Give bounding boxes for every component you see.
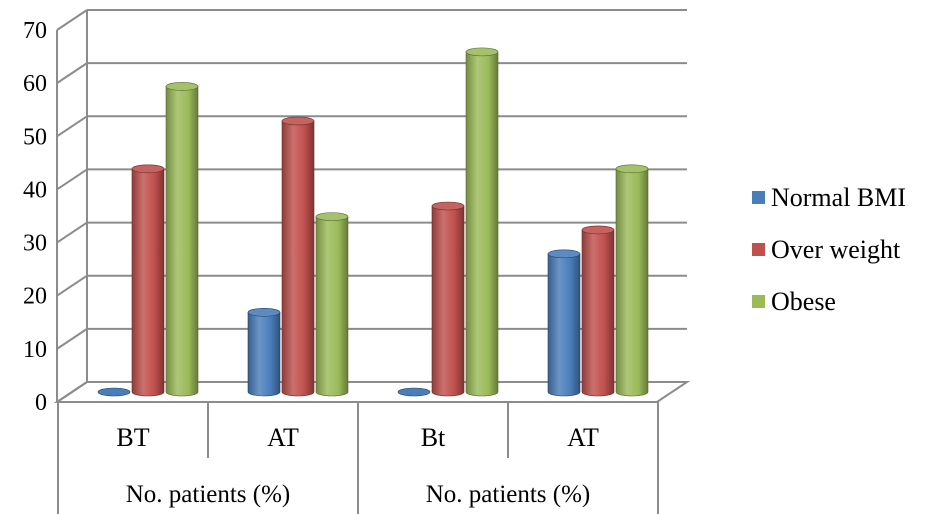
y-tick-label: 50 <box>23 124 47 150</box>
legend-swatch <box>752 243 765 256</box>
y-tick-label: 10 <box>23 337 47 363</box>
x-group-label: No. patients (%) <box>126 481 291 508</box>
bars <box>97 47 649 397</box>
gridline-side <box>56 381 88 403</box>
bar-over-weight <box>431 201 465 397</box>
y-tick-label: 70 <box>23 18 47 44</box>
gridline-side <box>56 221 88 244</box>
legend-label: Obese <box>771 287 836 316</box>
x-tick-label: BT <box>116 423 149 452</box>
legend-swatch <box>752 295 765 308</box>
gridline-side <box>56 274 88 297</box>
gridline-side <box>56 115 88 138</box>
bar-obese <box>615 164 649 397</box>
x-axis: BT AT Bt AT No. patients (%) No. patients (%) <box>57 402 659 514</box>
x-group-label: No. patients (%) <box>426 481 591 508</box>
bar-over-weight <box>131 164 165 397</box>
bar-obese <box>315 212 349 397</box>
gridline-side <box>56 9 88 31</box>
y-tick-label: 60 <box>23 71 47 97</box>
x-tick-label: AT <box>267 423 299 452</box>
legend-label: Over weight <box>771 235 901 264</box>
x-tick-label: AT <box>567 423 599 452</box>
gridline-side <box>56 62 88 84</box>
y-tick-label: 30 <box>23 231 47 257</box>
bar-over-weight <box>581 225 615 397</box>
bar-obese <box>465 47 499 397</box>
bar-over-weight <box>281 116 315 397</box>
bar-normal-bmi <box>97 387 131 397</box>
legend-label: Normal BMI <box>771 183 906 212</box>
bar-normal-bmi <box>397 387 431 397</box>
y-tick-label: 20 <box>23 284 47 310</box>
bar-normal-bmi <box>547 249 581 397</box>
x-tick-label: Bt <box>421 423 446 452</box>
y-axis-tick-labels: 0 10 20 30 40 50 60 70 <box>23 18 47 416</box>
bar-obese <box>165 82 199 397</box>
legend: Normal BMI Over weight Obese <box>752 183 906 316</box>
y-tick-label: 40 <box>23 177 47 203</box>
legend-swatch <box>752 191 765 204</box>
gridline-side <box>56 328 88 350</box>
bar-normal-bmi <box>247 307 281 397</box>
y-tick-label: 0 <box>35 390 47 416</box>
gridline-side <box>56 168 88 191</box>
